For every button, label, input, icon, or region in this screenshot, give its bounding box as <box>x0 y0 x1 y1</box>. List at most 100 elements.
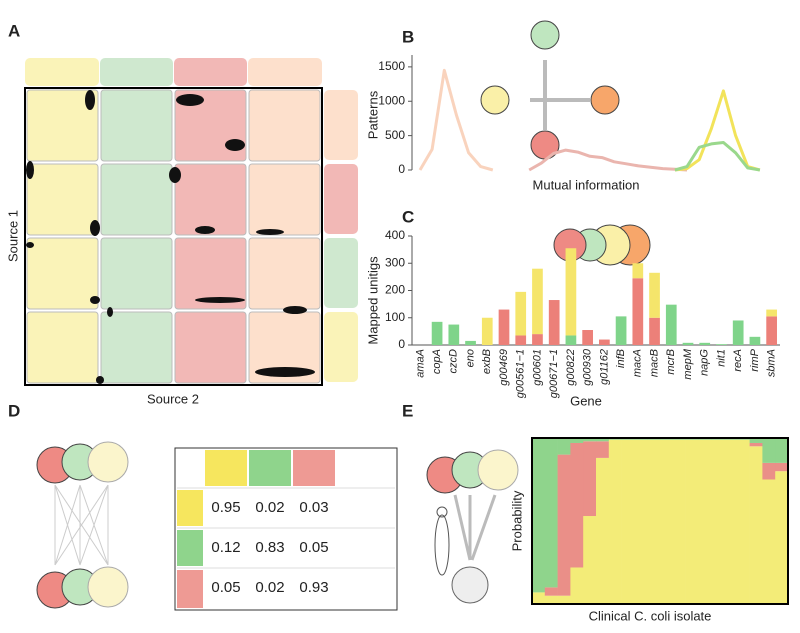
grid-cell <box>248 89 321 162</box>
bar-segment <box>465 340 476 345</box>
line-series <box>674 89 761 172</box>
bar-segment <box>632 278 644 345</box>
x-tick-label: g00671−1 <box>548 349 560 398</box>
table-cell: 0.02 <box>255 579 284 596</box>
x-tick-label: eno <box>464 349 476 367</box>
y-axis-label: Patterns <box>365 90 380 139</box>
bar-segment <box>682 342 694 345</box>
y-tick-label: 300 <box>385 255 405 269</box>
bar-segment <box>632 263 644 279</box>
bar-segment <box>448 324 460 345</box>
y-tick-label: 100 <box>385 310 405 324</box>
grid-cell <box>100 89 173 162</box>
grid-cell <box>174 311 247 384</box>
x-axis-label: Mutual information <box>533 177 640 192</box>
bar-segment <box>749 336 761 345</box>
prob-segment <box>762 462 776 480</box>
y-tick-label: 400 <box>385 228 405 242</box>
x-tick-label: exbB <box>481 349 493 374</box>
bar-segment <box>665 304 677 345</box>
bar-segment <box>649 317 660 345</box>
panel-label: A <box>8 21 20 40</box>
header-cell <box>248 58 322 86</box>
x-tick-label: rimP <box>749 348 761 371</box>
line-series <box>528 148 688 172</box>
y-tick-label: 1000 <box>378 93 405 107</box>
bar-segment <box>548 300 560 345</box>
prob-segment <box>583 516 597 604</box>
table-cell: 0.02 <box>255 499 284 516</box>
bar-segment <box>649 272 660 318</box>
prob-segment <box>557 454 571 596</box>
grid-cell <box>26 89 99 162</box>
panel-label: E <box>402 401 413 420</box>
prob-segment <box>557 438 571 455</box>
bar-segment <box>766 309 777 317</box>
bar-segment <box>699 342 711 345</box>
grid-cell <box>248 311 321 384</box>
bar-segment <box>481 317 493 345</box>
bar-segment <box>565 335 577 345</box>
table-cell: 0.05 <box>211 579 240 596</box>
table-cell: 0.83 <box>255 539 284 556</box>
table-cell: 0.12 <box>211 539 240 556</box>
grid-cell <box>100 311 173 384</box>
x-tick-label: sbmA <box>766 349 778 377</box>
y-axis-label: Mapped unitigs <box>365 256 380 345</box>
x-axis-label: Gene <box>570 393 602 408</box>
prob-segment <box>621 439 635 604</box>
panel-e-icons <box>426 449 519 604</box>
x-tick-label: g00561−1 <box>515 349 527 398</box>
x-tick-label: macB <box>648 349 660 377</box>
prob-segment <box>570 567 584 604</box>
axis-label: Source 2 <box>147 391 199 406</box>
panel-label: B <box>402 27 414 46</box>
bar-segment <box>532 334 543 345</box>
y-tick-label: 500 <box>385 128 405 142</box>
grid-cell <box>174 237 247 310</box>
y-tick-label: 0 <box>398 337 405 351</box>
prob-segment <box>736 439 750 604</box>
grid-cell <box>174 163 247 236</box>
prob-segment <box>596 438 610 442</box>
row-cell <box>324 238 358 308</box>
prob-segment <box>583 438 597 442</box>
grid-cell <box>26 237 99 310</box>
prob-segment <box>544 438 558 588</box>
x-tick-label: infB <box>615 349 627 368</box>
bar-segment <box>515 291 527 336</box>
panel-a: Source 1 Source 2 <box>5 58 358 406</box>
grid-cell <box>100 163 173 236</box>
bar-segment <box>766 316 777 345</box>
prob-segment <box>583 441 597 517</box>
x-tick-label: nit1 <box>715 349 727 367</box>
panel-label: C <box>402 207 414 226</box>
prob-segment <box>749 438 763 443</box>
table-cell: 0.03 <box>299 499 328 516</box>
row-cell <box>324 164 358 234</box>
prob-segment <box>544 595 558 604</box>
x-tick-label: recA <box>732 349 744 372</box>
table-cell: 0.05 <box>299 539 328 556</box>
x-tick-label: g01162 <box>598 349 610 385</box>
x-tick-label: macA <box>632 349 644 377</box>
header-cell <box>174 58 247 86</box>
frame <box>24 87 323 386</box>
y-axis-label: Probability <box>509 490 524 551</box>
prob-segment <box>532 438 546 593</box>
row-cell <box>324 312 358 382</box>
grid-cell <box>26 163 99 236</box>
panel-d: 0.95 0.02 0.03 0.12 0.83 0.05 0.05 0.02 0.93 <box>36 441 398 611</box>
row-cell <box>324 90 358 160</box>
bar-segment <box>732 320 744 345</box>
x-tick-label: g00822 <box>565 349 577 386</box>
scatter-blobs <box>26 90 315 384</box>
prob-segment <box>762 479 776 604</box>
prob-segment <box>532 592 546 604</box>
prob-segment <box>762 438 776 463</box>
prob-segment <box>698 439 712 604</box>
bar-segment <box>582 330 593 345</box>
prob-segment <box>749 442 763 447</box>
prob-segment <box>672 439 686 604</box>
